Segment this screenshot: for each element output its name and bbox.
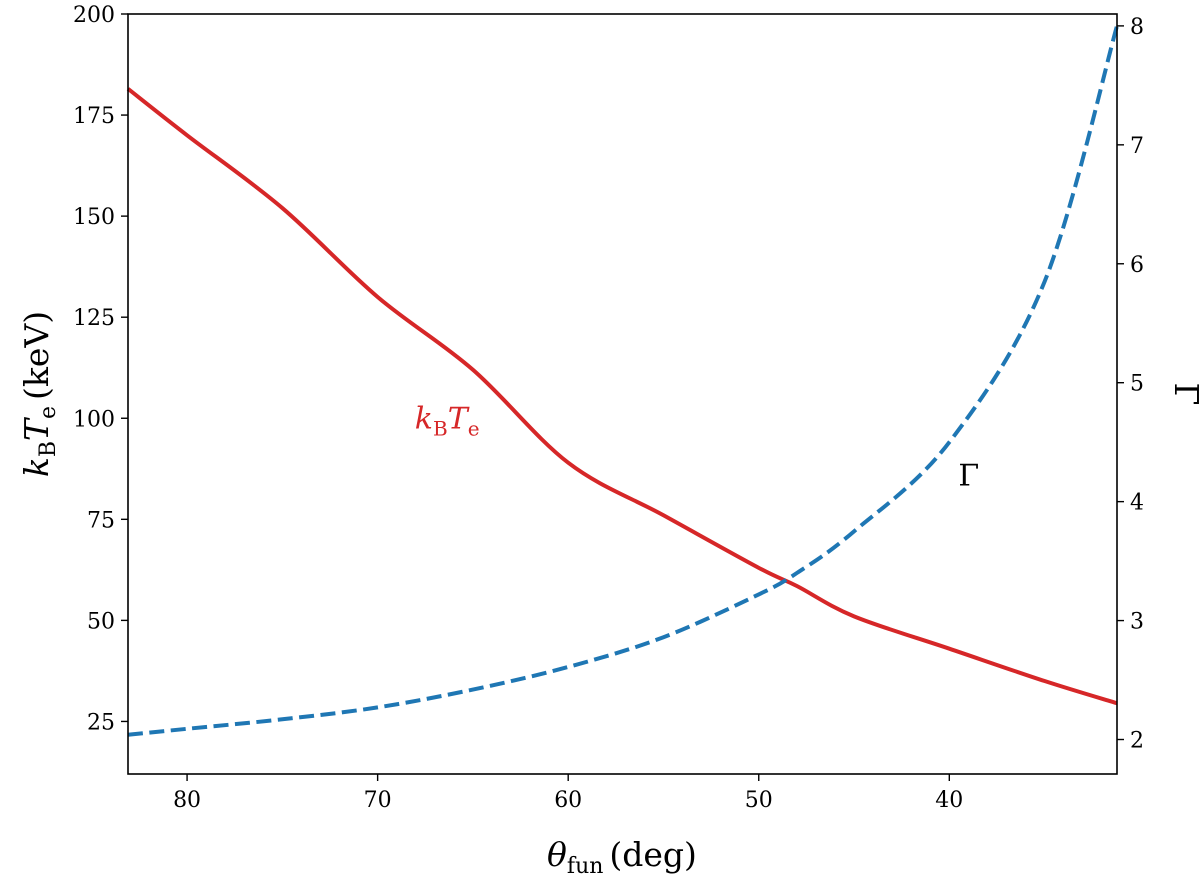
y-right-tick-label: 5 (1130, 372, 1144, 397)
y-left-tick-label: 25 (87, 710, 115, 735)
x-axis-label: θfun (deg) (547, 835, 697, 879)
y-left-tick-label: 125 (73, 306, 115, 331)
y-left-tick-label: 175 (73, 104, 115, 129)
y-right-tick-label: 7 (1130, 134, 1144, 159)
y-left-axis-label: kBTe(keV) (17, 311, 61, 477)
y-left-tick-label: 50 (87, 609, 115, 634)
ticks-layer: 80 70 60 50 40 25 50 75 100 125 150 175 200 2 3 4 5 6 7 8 (73, 3, 1144, 813)
x-tick-label: 50 (745, 788, 773, 813)
y-right-axis-label: Γ (1167, 383, 1200, 406)
y-right-tick-label: 8 (1130, 15, 1144, 40)
y-right-tick-label: 6 (1130, 253, 1144, 278)
x-tick-label: 70 (364, 788, 392, 813)
series-1-line (127, 25, 1119, 737)
y-right-tick-label: 2 (1130, 729, 1144, 754)
gamma-curve-label: Γ (958, 458, 979, 493)
series-layer (126, 25, 1119, 737)
x-tick-label: 60 (554, 788, 582, 813)
series-0-line (126, 87, 1118, 706)
y-left-tick-label: 100 (73, 407, 115, 432)
kte-curve-label: kBTe (415, 401, 480, 440)
y-right-tick-label: 3 (1130, 610, 1144, 635)
y-right-tick-label: 4 (1130, 491, 1144, 516)
y-left-tick-label: 75 (87, 508, 115, 533)
x-tick-label: 40 (935, 788, 963, 813)
x-tick-label: 80 (173, 788, 201, 813)
annotations-layer: kBTe Γ (415, 401, 979, 493)
y-left-tick-label: 200 (73, 3, 115, 28)
plot-frame (127, 13, 1118, 775)
y-left-tick-label: 150 (73, 205, 115, 230)
